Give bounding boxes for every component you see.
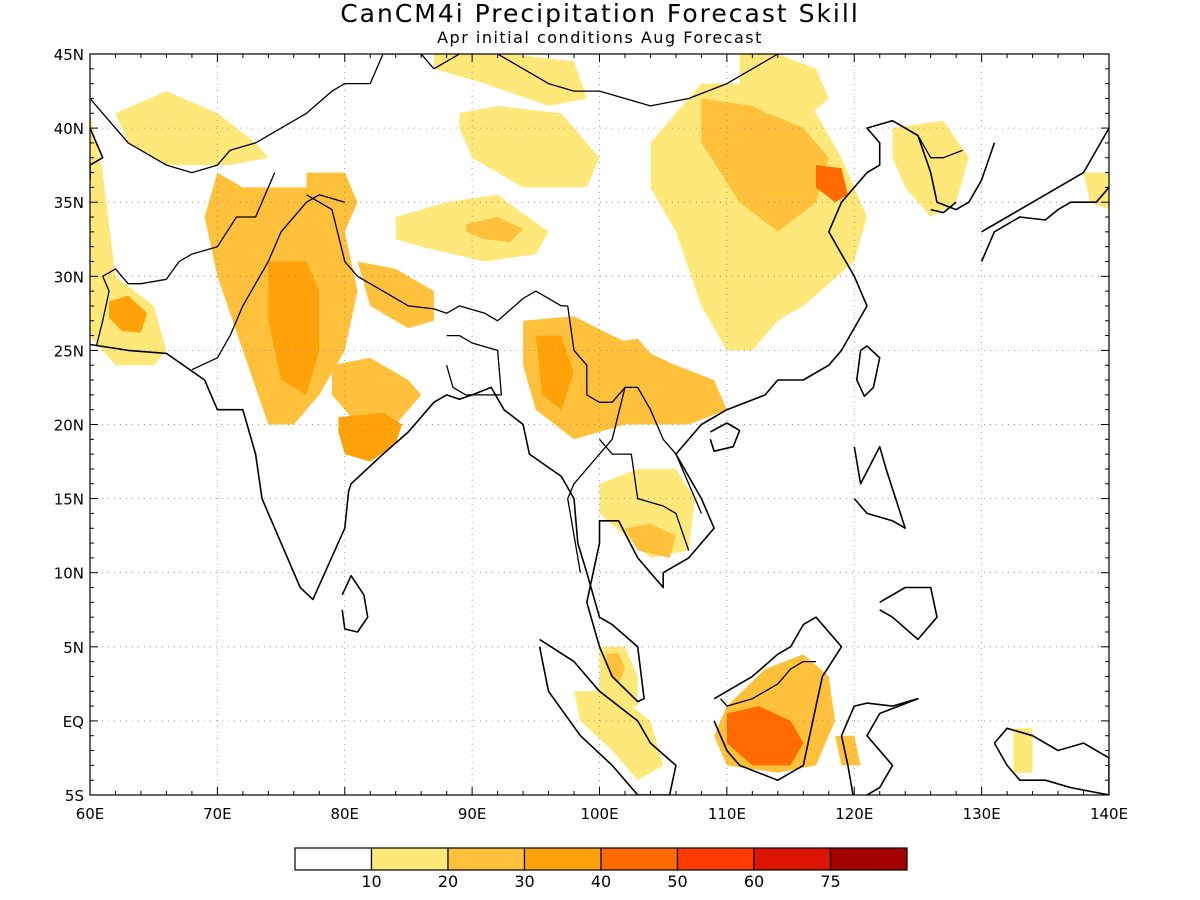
border-8 <box>433 54 805 107</box>
border-7 <box>599 438 690 551</box>
skill-region-30 <box>1013 728 1033 773</box>
skill-region-17 <box>701 98 829 232</box>
coastline-layer <box>90 119 1109 795</box>
longitude-labels: 60E 70E 80E 90E 100E 110E 120E 130E 140E <box>76 805 1128 823</box>
skill-region-15 <box>612 338 651 366</box>
border-10 <box>720 660 816 707</box>
lon-label-90e: 90E <box>458 805 487 823</box>
border-9 <box>904 127 963 159</box>
skill-region-21 <box>1083 172 1109 210</box>
lat-label-25n: 25N <box>54 342 84 360</box>
skill-region-19 <box>739 54 829 121</box>
skill-region-18 <box>816 165 848 203</box>
coastline-0 <box>90 119 996 703</box>
lon-label-120e: 120E <box>835 805 873 823</box>
skill-region-28 <box>726 706 804 766</box>
lat-label-30n: 30N <box>54 268 84 286</box>
colorbar-swatch-5 <box>676 847 755 871</box>
border-layer <box>90 54 963 707</box>
border-3 <box>306 194 568 322</box>
skill-region-1 <box>109 295 148 333</box>
skill-shading-layer <box>90 54 1109 781</box>
colorbar-label-50: 50 <box>667 872 687 891</box>
lon-label-100e: 100E <box>580 805 618 823</box>
coastline-3 <box>709 422 741 453</box>
coastline-1 <box>341 574 369 633</box>
lon-label-130e: 130E <box>963 805 1001 823</box>
lon-label-80e: 80E <box>330 805 359 823</box>
skill-region-25 <box>605 652 625 684</box>
skill-region-20 <box>892 120 969 217</box>
skill-region-26 <box>574 691 664 781</box>
colorbar-label-30: 30 <box>514 872 534 891</box>
colorbar-label-40: 40 <box>591 872 611 891</box>
coastline-2 <box>855 345 881 398</box>
colorbar-legend: 10 20 30 40 50 60 75 <box>294 847 908 891</box>
lon-label-70e: 70E <box>203 805 232 823</box>
colorbar-label-60: 60 <box>744 872 764 891</box>
colorbar-swatch-2 <box>447 847 526 871</box>
axis-ticks <box>89 53 1110 796</box>
border-5 <box>567 305 626 573</box>
coastline-4 <box>980 127 1109 262</box>
map-subtitle: Apr initial conditions Aug Forecast <box>437 28 763 47</box>
coastline-9 <box>879 586 938 641</box>
lat-label-20n: 20N <box>54 417 84 435</box>
colorbar-swatch-3 <box>523 847 602 871</box>
colorbar-swatch-1 <box>370 847 449 871</box>
skill-region-4 <box>268 261 320 395</box>
coastline-11 <box>90 127 104 180</box>
colorbar-label-10: 10 <box>361 872 381 891</box>
coastline-7 <box>840 697 919 795</box>
lat-label-35n: 35N <box>54 194 84 212</box>
lat-label-5n: 5N <box>63 639 84 657</box>
latitude-labels: 45N 40N 35N 30N 25N 20N 15N 10N 5N EQ 5S <box>54 46 84 805</box>
skill-region-2 <box>115 91 269 166</box>
border-4 <box>445 334 503 396</box>
skill-region-29 <box>835 735 861 766</box>
skill-region-8 <box>357 261 434 329</box>
coastline-6 <box>713 616 843 782</box>
coastline-8 <box>853 445 907 530</box>
skill-region-6 <box>332 357 422 425</box>
lon-label-110e: 110E <box>708 805 746 823</box>
lat-label-eq: EQ <box>63 713 84 731</box>
lat-label-10n: 10N <box>54 565 84 583</box>
colorbar-swatch-7 <box>829 847 908 871</box>
colorbar-swatch-6 <box>753 847 832 871</box>
colorbar-label-20: 20 <box>438 872 458 891</box>
coastline-12 <box>930 201 957 214</box>
colorbar-swatch-4 <box>600 847 679 871</box>
skill-region-23 <box>625 523 676 558</box>
border-6 <box>625 386 702 514</box>
lat-label-15n: 15N <box>54 491 84 509</box>
colorbar-label-75: 75 <box>820 872 840 891</box>
map-title: CanCM4i Precipitation Forecast Skill <box>340 0 860 28</box>
lat-label-5s: 5S <box>65 787 84 805</box>
lon-label-60e: 60E <box>76 805 105 823</box>
skill-region-5 <box>306 172 358 232</box>
coastline-5 <box>538 638 677 795</box>
skill-region-14 <box>535 335 574 410</box>
lon-label-140e: 140E <box>1090 805 1128 823</box>
border-1 <box>90 54 435 174</box>
border-0 <box>95 172 276 347</box>
skill-region-10 <box>465 217 524 243</box>
skill-region-12 <box>459 105 600 188</box>
lat-label-45n: 45N <box>54 46 84 64</box>
coastline-10 <box>993 727 1109 795</box>
colorbar-swatch-0 <box>294 847 373 871</box>
lat-label-40n: 40N <box>54 120 84 138</box>
